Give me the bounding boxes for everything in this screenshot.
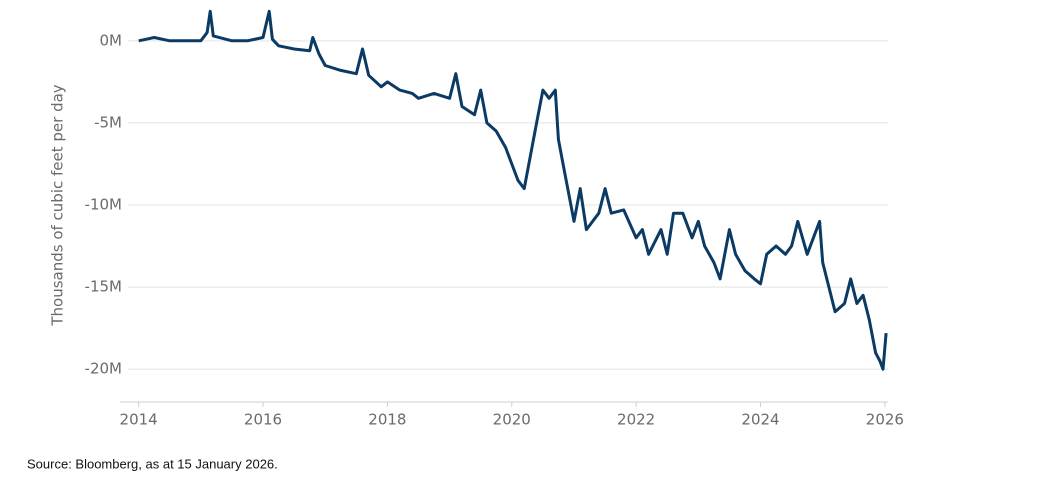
y-axis-label: Thousands of cubic feet per day xyxy=(49,84,67,326)
y-tick-label: -15M xyxy=(85,278,122,296)
x-tick-label: 2022 xyxy=(617,411,655,429)
x-tick-label: 2020 xyxy=(493,411,531,429)
y-tick-label: -5M xyxy=(94,113,122,131)
y-tick-label: -10M xyxy=(85,196,122,214)
source-note: Source: Bloomberg, as at 15 January 2026… xyxy=(27,456,278,471)
data-line xyxy=(138,9,888,371)
x-tick-label: 2016 xyxy=(244,411,282,429)
y-tick-label: -20M xyxy=(85,360,122,378)
x-tick-label: 2026 xyxy=(866,411,904,429)
y-tick-label: 0M xyxy=(100,31,123,49)
x-tick-label: 2014 xyxy=(120,411,158,429)
x-tick-label: 2018 xyxy=(368,411,406,429)
x-tick-label: 2024 xyxy=(741,411,779,429)
